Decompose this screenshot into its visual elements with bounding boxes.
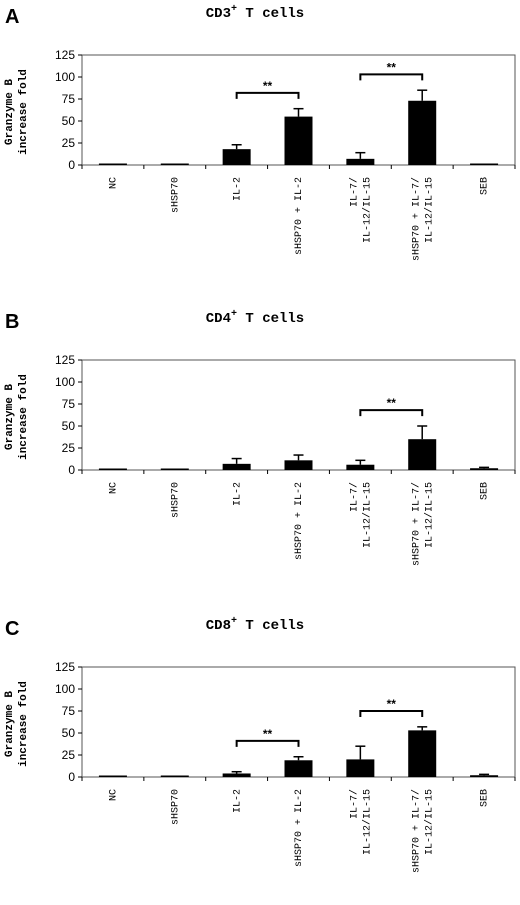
y-tick-label: 25 xyxy=(62,136,76,150)
bar xyxy=(222,149,251,165)
x-tick-label: sHSP70 + IL-2 xyxy=(294,789,305,867)
bar xyxy=(346,464,375,470)
significance-bracket xyxy=(235,739,300,747)
bar xyxy=(346,158,375,165)
y-tick-label: 100 xyxy=(55,375,75,389)
significance-label: ** xyxy=(387,60,397,74)
x-tick-label: IL-12/IL-15 xyxy=(361,177,373,243)
x-tick-label: sHSP70 + IL-7/ xyxy=(410,482,422,566)
y-tick-label: 25 xyxy=(62,748,76,762)
x-tick-label: sHSP70 + IL-2 xyxy=(294,177,305,255)
significance-bracket xyxy=(359,73,424,81)
bar xyxy=(160,163,189,165)
y-axis-label: Granzyme B xyxy=(4,691,16,757)
significance-label: ** xyxy=(263,727,273,741)
bar xyxy=(222,773,251,777)
x-tick-label: sHSP70 + IL-2 xyxy=(294,482,305,560)
y-tick-label: 75 xyxy=(62,397,76,411)
significance-label: ** xyxy=(263,79,273,93)
y-tick-label: 25 xyxy=(62,441,76,455)
x-tick-label: IL-7/ xyxy=(348,789,360,819)
x-tick-label: SEB xyxy=(480,789,491,807)
x-tick-label: SEB xyxy=(480,177,491,195)
x-tick-label: sHSP70 xyxy=(170,177,181,213)
x-tick-label: sHSP70 + IL-7/ xyxy=(410,177,422,261)
panel-letter: A xyxy=(5,6,19,28)
x-tick-label: IL-7/ xyxy=(348,177,360,207)
bar xyxy=(98,775,127,777)
y-tick-label: 125 xyxy=(55,660,75,674)
y-tick-label: 100 xyxy=(55,70,75,84)
chart-title: CD4+ T cells xyxy=(206,309,304,327)
x-tick-label: sHSP70 + IL-7/ xyxy=(410,789,422,873)
chart-title: CD3+ T cells xyxy=(206,4,304,22)
x-tick-label: NC xyxy=(109,177,120,189)
y-tick-label: 50 xyxy=(62,726,76,740)
bar xyxy=(470,775,499,777)
x-tick-label: IL-12/IL-15 xyxy=(423,482,435,548)
bar xyxy=(346,759,375,777)
significance-bracket xyxy=(359,710,424,717)
y-axis-label: increase fold xyxy=(18,69,30,155)
y-tick-label: 125 xyxy=(55,353,75,367)
x-tick-label: IL-2 xyxy=(232,177,243,201)
significance-bracket xyxy=(359,409,424,417)
x-tick-label: IL-12/IL-15 xyxy=(423,789,435,855)
significance-label: ** xyxy=(387,697,397,711)
chart-title: CD8+ T cells xyxy=(206,616,304,634)
bar xyxy=(408,439,437,470)
x-tick-label: NC xyxy=(109,789,120,801)
x-tick-label: IL-12/IL-15 xyxy=(361,789,373,855)
bar xyxy=(98,163,127,165)
bar xyxy=(408,100,437,165)
bar xyxy=(222,463,251,470)
panel-letter: B xyxy=(5,311,19,333)
x-tick-label: sHSP70 xyxy=(170,789,181,825)
x-tick-label: IL-2 xyxy=(232,789,243,813)
bar xyxy=(160,468,189,470)
significance-bracket xyxy=(235,91,300,99)
x-tick-label: IL-12/IL-15 xyxy=(423,177,435,243)
bar xyxy=(284,460,313,470)
x-tick-label: IL-12/IL-15 xyxy=(361,482,373,548)
y-tick-label: 0 xyxy=(68,770,75,784)
y-axis-label: increase fold xyxy=(18,374,30,460)
y-tick-label: 125 xyxy=(55,48,75,62)
x-tick-label: IL-7/ xyxy=(348,482,360,512)
x-tick-label: SEB xyxy=(480,482,491,500)
x-tick-label: IL-2 xyxy=(232,482,243,506)
y-tick-label: 100 xyxy=(55,682,75,696)
panel-letter: C xyxy=(5,618,19,640)
plot-frame xyxy=(81,359,516,471)
bar xyxy=(470,163,499,165)
bar xyxy=(284,760,313,777)
significance-label: ** xyxy=(387,396,397,410)
bar xyxy=(470,468,499,470)
x-tick-label: sHSP70 xyxy=(170,482,181,518)
y-tick-label: 0 xyxy=(68,158,75,172)
bar xyxy=(284,116,313,165)
y-tick-label: 75 xyxy=(62,92,76,106)
y-axis-label: Granzyme B xyxy=(4,384,16,450)
y-tick-label: 50 xyxy=(62,114,76,128)
bar xyxy=(408,730,437,777)
bar xyxy=(98,468,127,470)
x-tick-label: NC xyxy=(109,482,120,494)
y-axis-label: Granzyme B xyxy=(4,79,16,145)
bar xyxy=(160,775,189,777)
y-tick-label: 50 xyxy=(62,419,76,433)
y-axis-label: increase fold xyxy=(18,681,30,767)
y-tick-label: 75 xyxy=(62,704,76,718)
y-tick-label: 0 xyxy=(68,463,75,477)
